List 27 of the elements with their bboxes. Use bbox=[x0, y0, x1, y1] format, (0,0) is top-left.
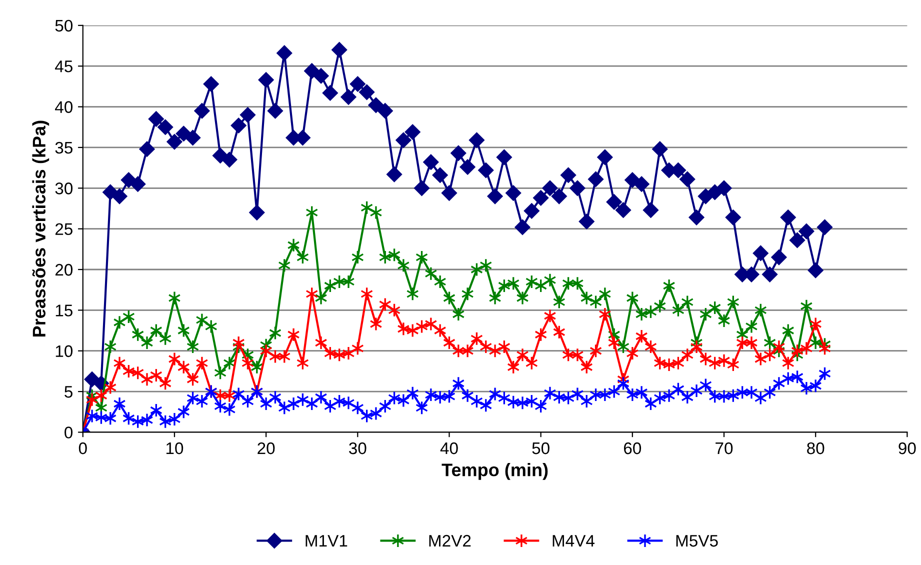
y-tick-label: 35 bbox=[55, 142, 72, 154]
y-tick-label: 10 bbox=[56, 345, 73, 358]
y-tick-label: 50 bbox=[55, 20, 73, 32]
x-tick-label: 50 bbox=[532, 442, 550, 454]
y-tick-label: 5 bbox=[64, 386, 72, 398]
y-axis-title: Preassões verticais (kPa) bbox=[32, 120, 50, 337]
legend-label: M2V2 bbox=[429, 534, 471, 547]
y-tick-label: 20 bbox=[55, 264, 73, 276]
x-tick-label: 10 bbox=[166, 442, 184, 454]
legend-label: M4V4 bbox=[552, 535, 595, 547]
y-tick-label: 45 bbox=[55, 60, 72, 72]
y-tick-label: 30 bbox=[55, 182, 73, 194]
y-tick-label: 40 bbox=[55, 101, 73, 113]
x-tick-label: 60 bbox=[624, 442, 642, 454]
x-tick-label: 70 bbox=[716, 442, 733, 454]
y-tick-label: 15 bbox=[56, 304, 72, 316]
x-axis-title: Tempo (min) bbox=[442, 463, 548, 480]
y-tick-label: 25 bbox=[55, 223, 72, 236]
x-tick-label: 40 bbox=[440, 442, 458, 454]
x-tick-label: 30 bbox=[349, 442, 366, 454]
y-tick-label: 0 bbox=[64, 426, 73, 438]
legend-label: M5V5 bbox=[676, 535, 718, 547]
legend-label: M1V1 bbox=[306, 535, 348, 547]
x-tick-label: 80 bbox=[807, 442, 824, 454]
x-tick-label: 90 bbox=[898, 442, 916, 454]
x-tick-label: 20 bbox=[258, 442, 275, 454]
x-tick-label: 0 bbox=[78, 442, 87, 454]
